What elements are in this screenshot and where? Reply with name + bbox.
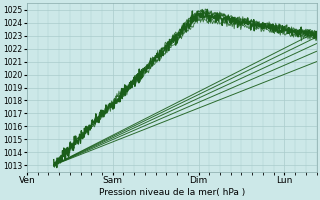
X-axis label: Pression niveau de la mer( hPa ): Pression niveau de la mer( hPa ) [99, 188, 245, 197]
